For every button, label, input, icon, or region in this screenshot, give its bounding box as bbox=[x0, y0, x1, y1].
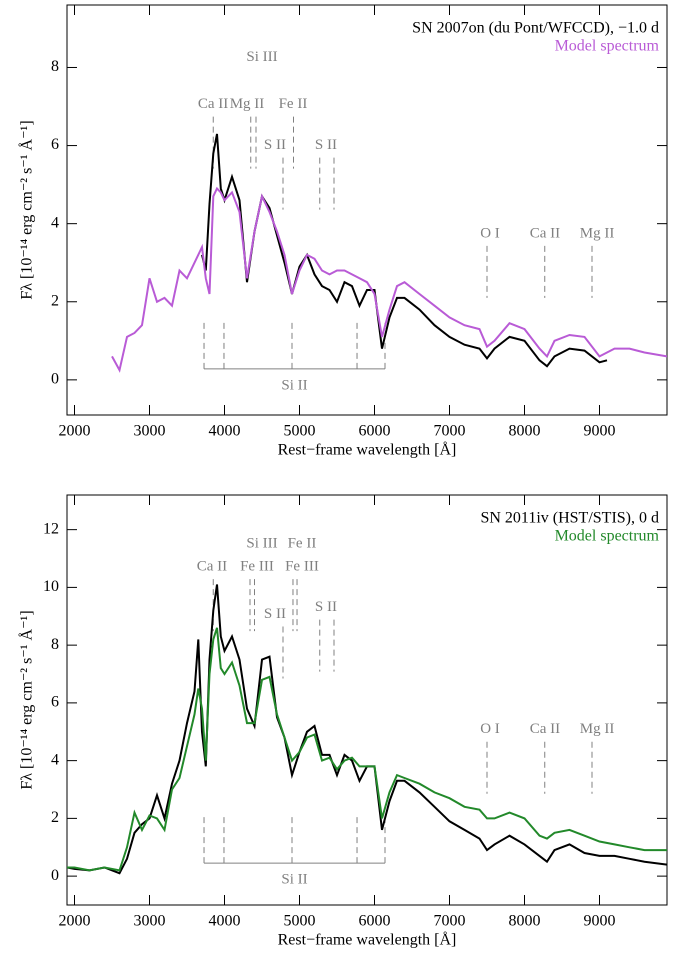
x-tick-label: 7000 bbox=[434, 423, 466, 440]
y-tick-label: 2 bbox=[51, 809, 59, 826]
line-id: O I bbox=[480, 225, 500, 241]
legend-entry: Model spectrum bbox=[555, 38, 660, 55]
line-id: Ca II bbox=[198, 96, 228, 112]
y-tick-label: 0 bbox=[51, 867, 59, 884]
x-tick-label: 9000 bbox=[584, 423, 616, 440]
y-axis-label: Fλ [10⁻¹⁴ erg cm⁻² s⁻¹ Å⁻¹] bbox=[18, 120, 36, 299]
line-id: Fe III bbox=[285, 559, 319, 575]
x-tick-label: 6000 bbox=[359, 913, 391, 930]
bracket-label: Si II bbox=[281, 872, 307, 888]
spectrum-line bbox=[201, 133, 608, 368]
line-id: S II bbox=[315, 137, 337, 153]
x-tick-label: 2000 bbox=[59, 423, 91, 440]
x-tick-label: 7000 bbox=[434, 913, 466, 930]
line-id: S II bbox=[315, 599, 337, 615]
line-id: Mg II bbox=[230, 96, 265, 112]
x-tick-label: 3000 bbox=[134, 913, 166, 930]
x-tick-label: 4000 bbox=[209, 423, 241, 440]
y-tick-label: 0 bbox=[51, 371, 59, 388]
x-tick-label: 8000 bbox=[509, 423, 541, 440]
line-id: S II bbox=[264, 137, 286, 153]
y-tick-label: 6 bbox=[51, 136, 59, 153]
y-tick-label: 2 bbox=[51, 292, 59, 309]
x-tick-label: 5000 bbox=[284, 913, 316, 930]
plot-frame bbox=[66, 4, 668, 416]
x-tick-label: 3000 bbox=[134, 423, 166, 440]
y-tick-label: 10 bbox=[43, 578, 59, 595]
line-id: Ca II bbox=[530, 721, 560, 737]
chart-title: SN 2011iv (HST/STIS), 0 d bbox=[480, 510, 659, 527]
bracket-label: Si II bbox=[281, 377, 307, 393]
line-id: Ca II bbox=[530, 225, 560, 241]
y-tick-label: 8 bbox=[51, 58, 59, 75]
y-tick-label: 8 bbox=[51, 636, 59, 653]
y-axis-label: Fλ [10⁻¹⁴ erg cm⁻² s⁻¹ Å⁻¹] bbox=[18, 610, 36, 789]
line-id: Fe III bbox=[240, 559, 274, 575]
line-id: S II bbox=[264, 606, 286, 622]
y-tick-label: 4 bbox=[51, 751, 59, 768]
line-id: Fe II bbox=[279, 96, 308, 112]
spectrum-line bbox=[67, 584, 667, 875]
line-id: Mg II bbox=[580, 225, 615, 241]
line-id: Fe II bbox=[288, 536, 317, 552]
x-axis-label: Rest−frame wavelength [Å] bbox=[278, 441, 457, 459]
plot-frame bbox=[66, 494, 668, 906]
line-id: O I bbox=[480, 721, 500, 737]
x-tick-label: 5000 bbox=[284, 423, 316, 440]
line-id: Mg II bbox=[580, 721, 615, 737]
chart-title: SN 2007on (du Pont/WFCCD), −1.0 d bbox=[412, 20, 659, 37]
line-id: Ca II bbox=[197, 559, 227, 575]
spectrum-line bbox=[67, 627, 667, 872]
spectrum-line bbox=[111, 186, 667, 373]
line-id: Si III bbox=[246, 49, 277, 65]
legend-entry: Model spectrum bbox=[555, 528, 660, 545]
line-id: Si III bbox=[246, 536, 277, 552]
x-tick-label: 6000 bbox=[359, 423, 391, 440]
x-axis-label: Rest−frame wavelength [Å] bbox=[278, 931, 457, 949]
x-tick-label: 4000 bbox=[209, 913, 241, 930]
y-tick-label: 4 bbox=[51, 214, 59, 231]
x-tick-label: 2000 bbox=[59, 913, 91, 930]
y-tick-label: 6 bbox=[51, 694, 59, 711]
y-tick-label: 12 bbox=[43, 520, 59, 537]
x-tick-label: 8000 bbox=[509, 913, 541, 930]
x-tick-label: 9000 bbox=[584, 913, 616, 930]
